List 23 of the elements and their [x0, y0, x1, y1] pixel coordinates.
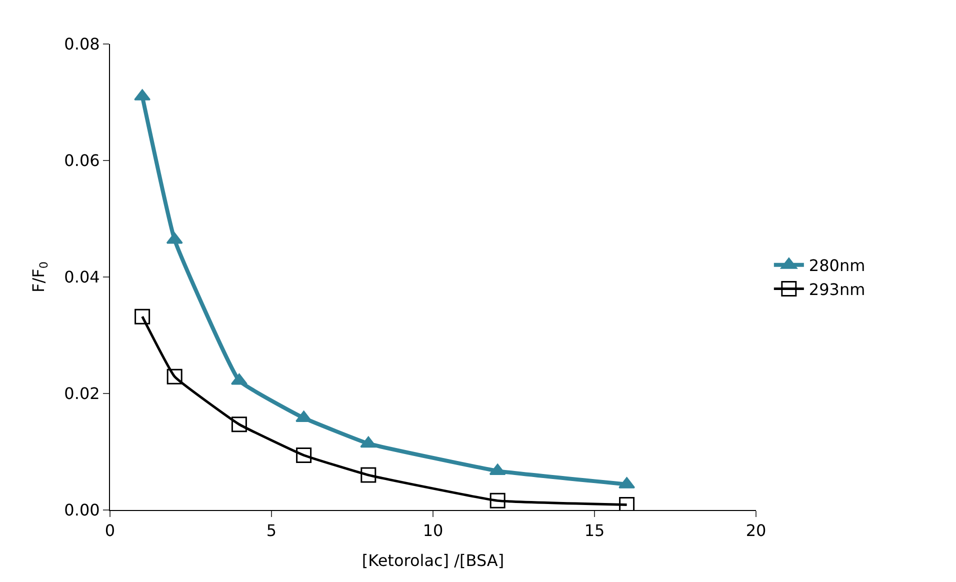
y-tick-label: 0.02 [64, 384, 100, 404]
legend-label: 293nm [808, 280, 866, 299]
x-tick-label: 15 [584, 521, 605, 540]
point [490, 492, 506, 508]
x-tick-label: 20 [746, 521, 766, 540]
point [230, 373, 248, 385]
y-tick-label: 0.06 [64, 151, 100, 170]
x-axis-title: [Ketorolac] /[BSA] [362, 550, 504, 570]
x-tick-label: 5 [266, 521, 277, 540]
legend-label: 280nm [808, 256, 866, 276]
x-tick-label: 0 [104, 521, 116, 540]
point [619, 497, 635, 510]
x-tick-label: 10 [422, 521, 444, 540]
point [360, 436, 377, 448]
point [166, 368, 182, 384]
point [360, 467, 376, 483]
point [166, 232, 183, 244]
y-tick-label: 0.08 [64, 34, 100, 54]
y-tick-label: 0.00 [64, 500, 100, 520]
y-tick-label: 0.04 [64, 268, 100, 287]
point [134, 308, 150, 324]
point [231, 416, 247, 432]
point [296, 448, 312, 463]
